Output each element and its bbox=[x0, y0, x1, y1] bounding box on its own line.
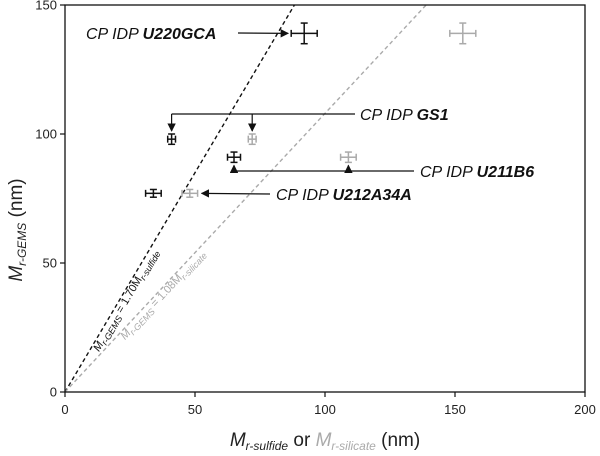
x-tick-label: 200 bbox=[574, 402, 596, 417]
fit-line-silicate bbox=[64, 4, 427, 393]
tick-labels: 0 50 100 150 200 0 50 100 150 bbox=[35, 0, 596, 417]
x-title-s2: r-silicate bbox=[331, 439, 376, 453]
point-silicate bbox=[181, 188, 199, 198]
annotation-label-gs1: CP IDP GS1 bbox=[360, 107, 449, 124]
y-tick-label: 100 bbox=[35, 127, 57, 142]
x-title-s1: r-sulfide bbox=[246, 439, 289, 453]
x-title-m2: M bbox=[316, 430, 332, 451]
point-sulfide bbox=[144, 188, 162, 198]
x-tick-label: 150 bbox=[444, 402, 466, 417]
data-points bbox=[144, 22, 477, 198]
y-title-unit: (nm) bbox=[6, 178, 27, 222]
fit-line-sulfide bbox=[64, 4, 296, 393]
point-sulfide bbox=[226, 151, 242, 164]
x-title-m1: M bbox=[230, 430, 246, 451]
y-title-s: r-GEMS bbox=[15, 223, 29, 266]
point-silicate bbox=[247, 133, 257, 146]
y-tick-label: 0 bbox=[50, 385, 57, 400]
x-title-unit: (nm) bbox=[376, 430, 420, 451]
annotations: CP IDP U220GCA CP IDP GS1 CP IDP U211B6 CP … bbox=[86, 26, 534, 204]
x-tick-label: 100 bbox=[314, 402, 336, 417]
x-tick-label: 50 bbox=[188, 402, 202, 417]
annotation-arrow-u212a34a bbox=[200, 189, 271, 198]
x-title-or: or bbox=[288, 430, 315, 451]
point-silicate bbox=[449, 22, 477, 45]
annotation-label-u220gca: CP IDP U220GCA bbox=[86, 26, 216, 43]
x-axis-title: Mr-sulfide or Mr-silicate (nm) bbox=[230, 430, 420, 453]
y-title-m: M bbox=[6, 266, 27, 282]
x-tick-label: 0 bbox=[61, 402, 68, 417]
annotation-label-u212a34a: CP IDP U212A34A bbox=[276, 187, 412, 204]
point-sulfide bbox=[290, 22, 318, 45]
annotation-label-u211b6: CP IDP U211B6 bbox=[420, 164, 534, 181]
y-tick-label: 150 bbox=[35, 0, 57, 13]
point-sulfide bbox=[166, 133, 177, 146]
point-silicate bbox=[339, 151, 357, 164]
y-tick-label: 50 bbox=[43, 256, 57, 271]
axes bbox=[60, 4, 586, 397]
y-axis-title: Mr-GEMS (nm) bbox=[6, 178, 29, 281]
